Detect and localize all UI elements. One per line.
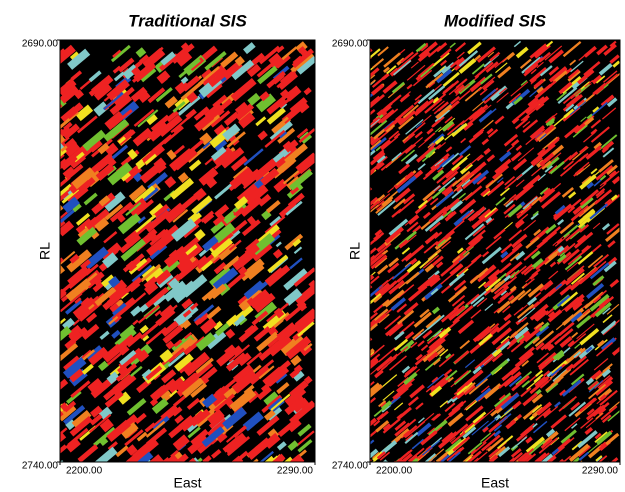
- figure: Traditional SIS East RL 2200.00 2290.00 2690.…: [0, 0, 625, 492]
- raster-cell: [418, 461, 437, 478]
- x-tick-label: 2200.00: [376, 466, 413, 477]
- y-axis-label: RL: [37, 242, 53, 260]
- y-tick-label: 2740.00: [332, 461, 369, 472]
- raster-cell: [426, 461, 444, 477]
- raster-cell: [353, 57, 371, 73]
- x-tick-label: 2290.00: [582, 466, 619, 477]
- raster-cell: [213, 461, 222, 469]
- chart-title: Modified SIS: [444, 11, 547, 30]
- x-axis-label: East: [481, 475, 509, 491]
- raster-cell: [112, 461, 125, 474]
- y-tick-label: 2690.00: [22, 39, 59, 50]
- x-axis-label: East: [173, 475, 201, 491]
- y-tick-label: 2740.00: [22, 461, 59, 472]
- y-tick-label: 2690.00: [332, 39, 369, 50]
- x-tick-label: 2290.00: [277, 466, 314, 477]
- x-tick-label: 2200.00: [66, 466, 103, 477]
- y-axis-label: RL: [347, 242, 363, 260]
- chart-title: Traditional SIS: [128, 11, 247, 30]
